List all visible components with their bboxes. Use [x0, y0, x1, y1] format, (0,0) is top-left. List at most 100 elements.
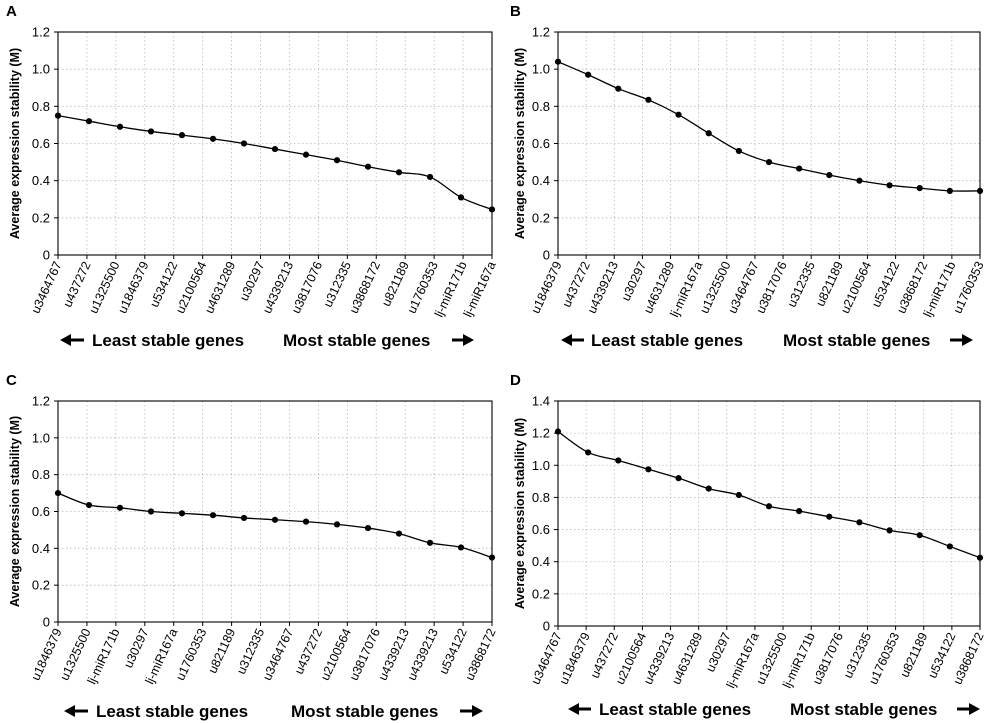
panel-c-data-point: [209, 512, 217, 519]
panel-a-data-point: [209, 135, 217, 142]
panel-c-least-stable-label: Least stable genes: [96, 702, 248, 721]
panel-b-ytick-label: 1.0: [532, 62, 550, 77]
panel-b-xtick-label: u30297: [619, 259, 649, 303]
panel-c-ytick-label: 1.0: [32, 430, 50, 445]
panel-b-letter: B: [510, 3, 521, 20]
panel-a-xtick-label: u312335: [321, 259, 354, 309]
panel-d-data-point: [765, 503, 773, 510]
panel-c-data-point: [85, 501, 93, 509]
panel-d-letter: D: [510, 372, 521, 389]
panel-a-ytick-label: 0.4: [32, 173, 50, 188]
panel-a-letter: A: [6, 3, 17, 20]
panel-c-ytick-label: 0.2: [32, 578, 50, 593]
panel-a-ytick-label: 0.2: [32, 210, 50, 225]
panel-a-ytick-label: 0: [43, 248, 50, 263]
panel-b-data-point: [856, 177, 863, 184]
panel-b-y-axis-label: Average expression stability (M): [513, 48, 527, 239]
panel-d-y-axis-label: Average expression stability (M): [513, 418, 527, 609]
panel-b-data-point: [705, 130, 712, 137]
panel-d-series-line: [557, 431, 981, 559]
panel-a-data-point: [457, 194, 465, 201]
panel-c-right-arrow-head: [472, 705, 483, 717]
panel-b-data-point: [615, 85, 622, 92]
panel-b-ytick-label: 0.2: [532, 210, 550, 225]
panel-b-data-point: [765, 158, 773, 166]
panel-a-y-axis-label: Average expression stability (M): [8, 48, 22, 239]
panel-c-most-stable-label: Most stable genes: [291, 702, 438, 721]
panel-a-ytick-label: 1.2: [32, 25, 50, 40]
panel-d-xtick-label: u30297: [703, 630, 733, 674]
panel-c: C 0 0.2 0.4 0.6 0.8 1.0 1.2 Average expression s…: [6, 372, 499, 721]
panel-d-ytick-label: 1.2: [532, 426, 550, 441]
panel-a-data-point: [116, 123, 124, 130]
panel-a-left-arrow-head: [60, 334, 71, 346]
panel-a-most-stable-label: Most stable genes: [283, 331, 430, 350]
panel-b-right-arrow-head: [962, 334, 973, 346]
panel-d-data-point: [705, 485, 712, 492]
panel-c-xtick-label: u437272: [292, 626, 325, 676]
panel-c-xtick-label: u534122: [437, 626, 470, 676]
panel-a-data-point: [364, 163, 372, 170]
panel-c-y-axis-label: Average expression stability (M): [8, 416, 22, 607]
panel-b-series-line: [557, 61, 981, 192]
panel-a-data-point: [395, 169, 403, 176]
panel-c-data-point: [302, 518, 310, 525]
panel-a-data-point: [147, 128, 155, 135]
panel-c-data-point: [488, 554, 496, 561]
panel-a-data-point: [240, 140, 248, 147]
panel-d-right-arrow-head: [969, 703, 980, 715]
panel-d-ytick-label: 0.8: [532, 490, 550, 505]
panel-d-data-point: [916, 532, 923, 539]
panel-c-ytick-label: 0: [43, 615, 50, 630]
panel-b-most-stable-label: Most stable genes: [783, 331, 930, 350]
panel-d-data-point: [554, 428, 562, 435]
panel-b-xtick-label: u1846379: [529, 259, 565, 315]
panel-b: B 0 0.2 0.4 0.6 0.8 1.0 1.2 Average expression s…: [510, 3, 987, 350]
panel-d-left-arrow-head: [568, 703, 579, 715]
panel-d-data-point: [796, 507, 803, 515]
panel-c-xtick-label: u30297: [121, 626, 151, 670]
panel-d-data-point: [976, 554, 984, 561]
panel-c-data-point: [54, 489, 62, 497]
panel-b-data-point: [585, 71, 592, 78]
panel-a-xtick-label: u534122: [147, 259, 180, 309]
panel-c-data-point: [333, 521, 341, 528]
panel-a-ytick-label: 0.8: [32, 99, 50, 114]
panel-a: A 0 0.2 0.4 0.6 0.8 1.0 1.2 Average expression s…: [6, 3, 499, 350]
panel-a-data-point: [488, 206, 496, 213]
panel-a-ytick-label: 0.6: [32, 136, 50, 151]
panel-b-data-point: [675, 111, 682, 118]
panel-c-series-line: [57, 492, 493, 559]
panel-c-data-point: [271, 516, 279, 523]
panel-a-data-point: [85, 118, 93, 125]
panel-c-xtick-label: u312335: [234, 626, 267, 676]
panel-d-data-point: [615, 457, 622, 464]
panel-a-xtick-label: u30297: [237, 259, 267, 303]
panel-c-data-point: [147, 508, 155, 515]
panel-c-data-point: [364, 524, 372, 532]
panel-d-ytick-label: 0.2: [532, 586, 550, 601]
panel-c-data-point: [240, 514, 248, 522]
panel-b-data-point: [554, 58, 562, 65]
panel-d-data-point: [675, 475, 682, 482]
panel-d-data-point: [886, 527, 893, 534]
panel-c-ytick-label: 0.8: [32, 467, 50, 482]
panel-a-data-point: [302, 151, 310, 158]
panel-d-data-point: [735, 491, 742, 499]
panel-a-data-point: [54, 112, 62, 119]
panel-c-xtick-label: u821189: [205, 626, 238, 675]
panel-c-data-point: [426, 539, 434, 546]
panel-a-ytick-label: 1.0: [32, 62, 50, 77]
panel-d-ytick-label: 0.4: [532, 554, 550, 569]
panel-b-left-arrow-head: [561, 334, 572, 346]
panel-d-plot-frame: [557, 400, 981, 627]
panel-c-letter: C: [6, 372, 17, 389]
panel-b-data-point: [645, 96, 652, 103]
panel-a-series-line: [57, 114, 493, 211]
panel-d-most-stable-label: Most stable genes: [790, 700, 937, 719]
panel-b-plot-frame: [557, 31, 981, 256]
panel-b-data-point: [916, 185, 923, 192]
panel-b-ytick-label: 0.4: [532, 173, 550, 188]
panel-b-data-point: [735, 147, 742, 155]
